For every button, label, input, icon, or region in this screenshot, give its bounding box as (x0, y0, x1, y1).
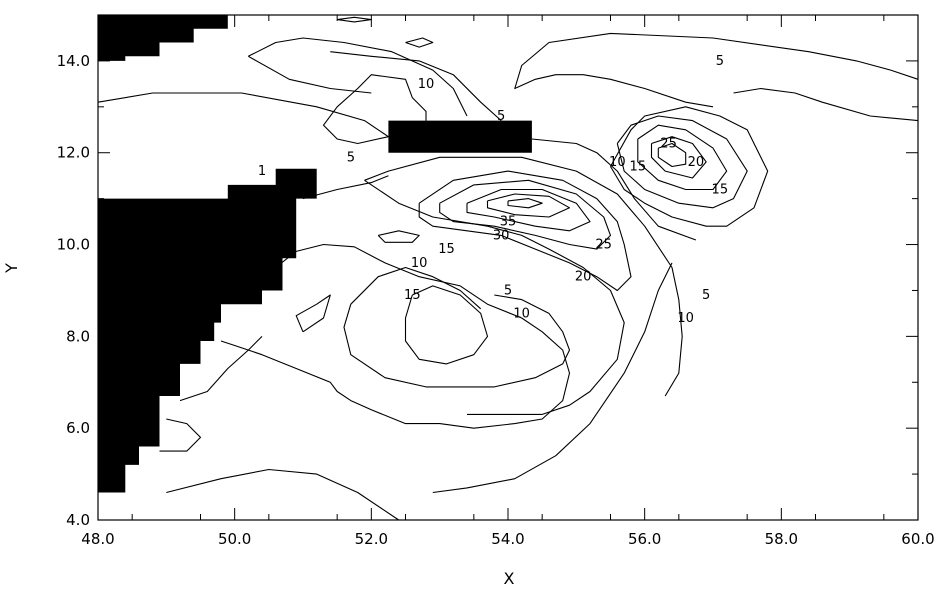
contour-label-12: 30 (493, 228, 510, 243)
contour-line-10-19 (364, 156, 683, 397)
y-tick-label-4: 12.0 (57, 144, 90, 162)
contour-label-3: 10 (418, 77, 435, 92)
y-tick-label-3: 10.0 (57, 236, 90, 254)
contour-line-20-27 (439, 179, 612, 250)
contour-line-5-2 (531, 138, 697, 241)
contour-label-6: 25 (660, 137, 677, 152)
contour-label-18: 15 (404, 288, 421, 303)
contour-label-15: 10 (411, 256, 428, 271)
contour-line-10-22 (343, 294, 571, 388)
contour-label-17: 5 (504, 283, 512, 298)
contour-line-5-13 (330, 51, 502, 122)
contour-line-5-15 (405, 37, 434, 48)
x-tick-label-6: 60.0 (901, 530, 934, 548)
contour-line-25-29 (466, 188, 591, 232)
contour-line-10-17 (248, 37, 468, 117)
y-tick-label-1: 6.0 (66, 419, 90, 437)
contour-label-5: 5 (716, 54, 724, 69)
contour-line-5-8 (220, 243, 571, 429)
x-axis-title: X (504, 569, 515, 588)
contour-line-5-11 (295, 294, 331, 333)
contour-label-19: 10 (513, 306, 530, 321)
contour-line-5-4 (514, 32, 919, 108)
contour-line-5-14 (337, 16, 372, 23)
contour-label-8: 15 (712, 182, 729, 197)
x-tick-label-0: 48.0 (81, 530, 114, 548)
masked-regions (98, 15, 532, 493)
contour-line-5-7 (302, 175, 389, 200)
contour-line-30-31 (486, 193, 571, 218)
contour-label-7: 20 (688, 155, 705, 170)
masked-region-2 (388, 120, 532, 153)
x-tick-label-4: 56.0 (628, 530, 661, 548)
x-tick-label-5: 58.0 (765, 530, 798, 548)
contour-line-5-3 (733, 87, 919, 122)
contour-line-35-33 (507, 198, 543, 209)
y-axis-ticks: 4.0 6.0 8.0 10.0 12.0 14.0 (57, 52, 918, 529)
contour-line-15-25 (404, 285, 489, 365)
contour-line-5-5 (432, 262, 673, 494)
contour-label-9: 10 (609, 155, 626, 170)
x-tick-label-1: 50.0 (218, 530, 251, 548)
masked-region-3 (98, 168, 317, 493)
contour-label-13: 25 (595, 238, 612, 253)
contour-line-15-24 (418, 170, 632, 292)
contour-label-20: 10 (677, 311, 694, 326)
contour-label-1: 5 (497, 109, 505, 124)
contour-label-10: 15 (630, 160, 647, 175)
contour-line-5-1 (97, 92, 389, 138)
contour-label-21: 5 (702, 288, 710, 303)
contour-line-30-32 (657, 142, 687, 168)
contour-line-25-30 (650, 136, 707, 179)
y-axis-title: Y (2, 263, 21, 274)
contour-label-11: 35 (500, 215, 517, 230)
y-tick-label-0: 4.0 (66, 511, 90, 529)
contour-line-5-12 (377, 230, 420, 243)
contour-line-10-18 (248, 55, 372, 94)
contour-line-10-16 (322, 74, 427, 145)
y-tick-label-5: 14.0 (57, 52, 90, 70)
masked-region-1 (98, 15, 228, 61)
contour-line-5-10 (159, 418, 202, 452)
contour-line-20-28 (637, 124, 728, 191)
contour-label-2: 5 (347, 150, 355, 165)
contour-lines (97, 16, 919, 521)
contour-line-10-21 (350, 266, 482, 310)
contour-line-5-6 (166, 468, 400, 521)
contour-line-5-9 (179, 336, 263, 402)
x-tick-label-3: 54.0 (491, 530, 524, 548)
contour-label-4: 1 (258, 164, 266, 179)
x-axis-ticks: 48.0 50.0 52.0 54.0 56.0 58.0 60.0 (81, 15, 935, 548)
contour-label-16: 20 (575, 270, 592, 285)
x-tick-label-2: 52.0 (355, 530, 388, 548)
y-tick-label-2: 8.0 (66, 327, 90, 345)
contour-line-10-23 (610, 106, 769, 227)
contour-line-15-26 (616, 115, 748, 209)
contour-label-14: 15 (438, 242, 455, 257)
